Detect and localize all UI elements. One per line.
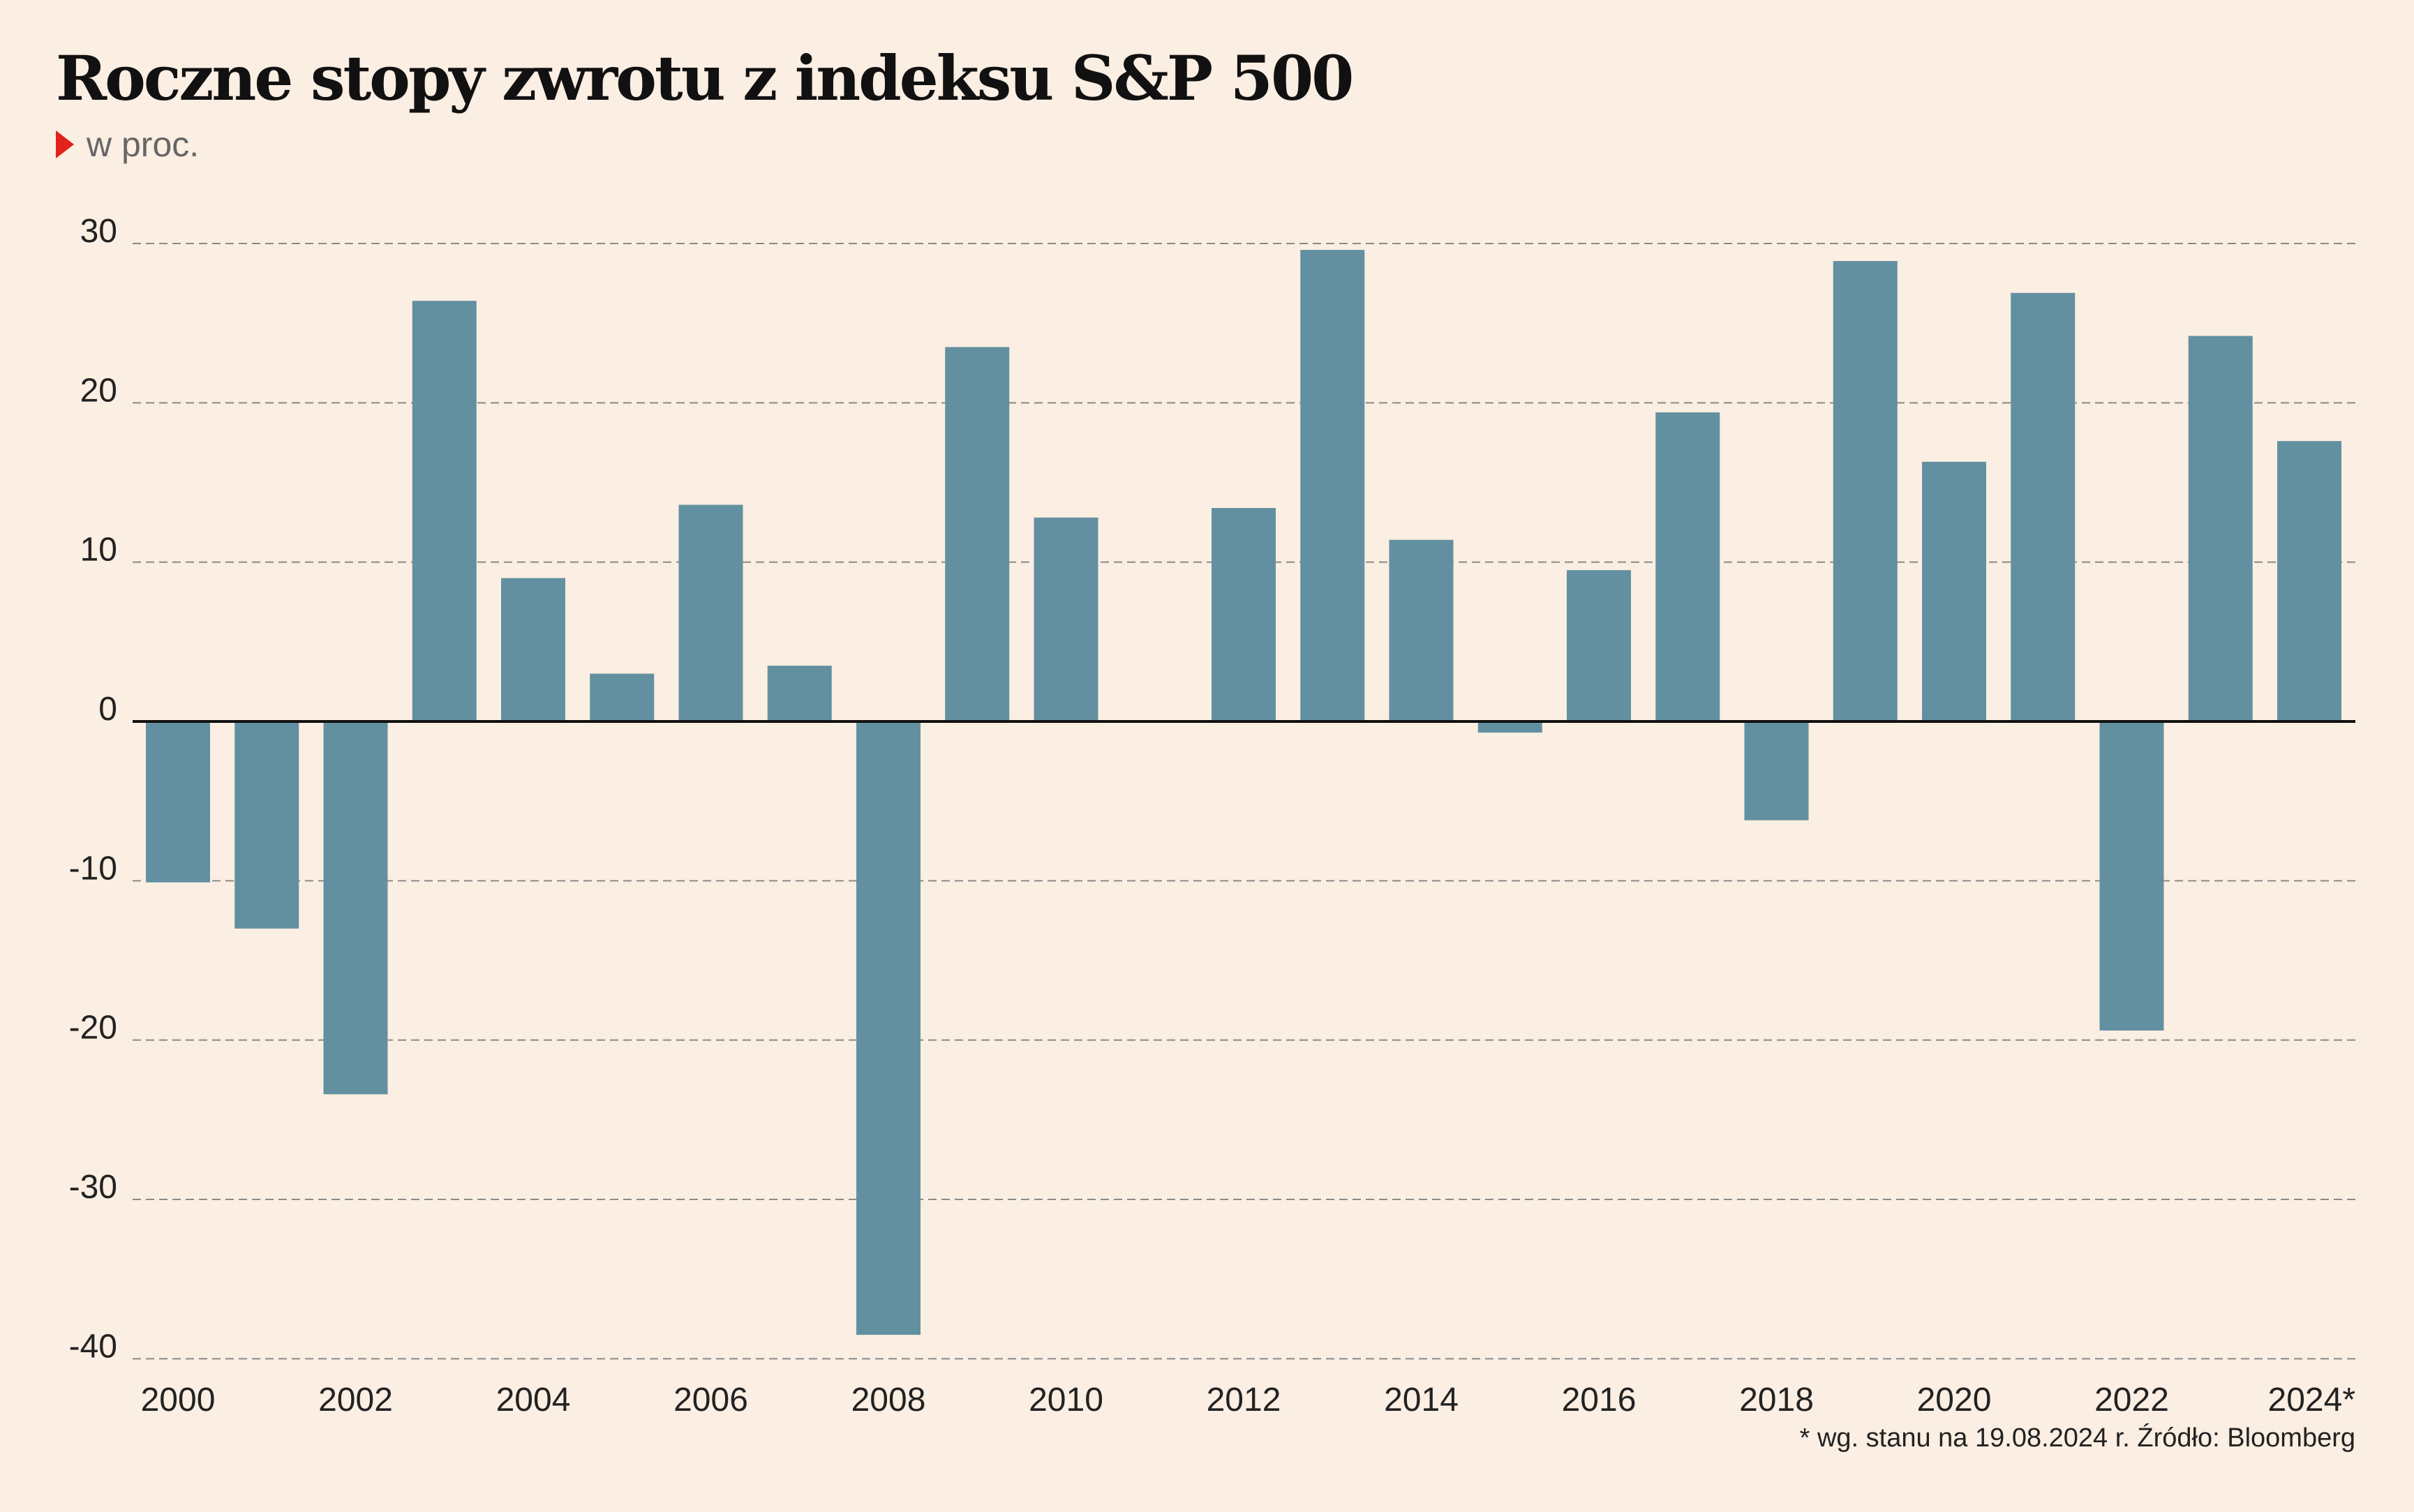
y-tick-label: -40 (69, 1328, 117, 1365)
x-tick-label: 2004 (496, 1382, 571, 1419)
x-tick-label: 2018 (1739, 1382, 1814, 1419)
bars (146, 250, 2341, 1335)
bar-2021 (2011, 292, 2076, 721)
source-footnote: * wg. stanu na 19.08.2024 r. Źródło: Blo… (1799, 1423, 2355, 1453)
x-axis-tick-labels: 2000 2002 2004 2006 2008 2010 2012 2014 2016 2018… (141, 1382, 2355, 1419)
bar-2015 (1477, 721, 1542, 733)
y-tick-label: -20 (69, 1010, 117, 1047)
y-tick-label: 0 (98, 691, 117, 728)
bar-2005 (590, 673, 655, 721)
bar-2013 (1300, 250, 1365, 722)
y-tick-label: -10 (69, 850, 117, 887)
chart-title: Roczne stopy zwrotu z indeksu S&P 500 (56, 42, 1354, 114)
bar-2019 (1833, 261, 1898, 721)
x-tick-label: 2010 (1029, 1382, 1103, 1419)
bar-2024 (2277, 441, 2341, 721)
bar-2010 (1034, 517, 1098, 721)
x-tick-label: 2012 (1207, 1382, 1281, 1419)
bar-2023 (2188, 336, 2253, 721)
bar-2016 (1567, 570, 1631, 721)
x-tick-label: 2014 (1384, 1382, 1459, 1419)
y-tick-label: 10 (80, 532, 117, 569)
bar-2006 (678, 504, 743, 721)
bar-2014 (1389, 539, 1454, 721)
bar-2009 (945, 347, 1010, 722)
x-tick-label: 2000 (141, 1382, 216, 1419)
chart-subtitle: w proc. (56, 124, 199, 165)
y-axis-tick-labels: 30 20 10 0 -10 -20 -30 -40 (69, 213, 117, 1365)
bar-2008 (856, 721, 921, 1335)
bar-2000 (146, 721, 210, 883)
bar-2003 (412, 301, 477, 721)
bar-2004 (501, 578, 565, 721)
unit-label: w proc. (87, 125, 200, 164)
x-tick-label: 2006 (673, 1382, 748, 1419)
y-tick-label: -30 (69, 1169, 117, 1206)
bar-2007 (767, 666, 832, 721)
bar-2002 (323, 721, 388, 1095)
y-tick-label: 20 (80, 372, 117, 409)
bar-2001 (234, 721, 299, 929)
x-tick-label: 2008 (851, 1382, 926, 1419)
x-tick-label: 2016 (1562, 1382, 1637, 1419)
x-tick-label: 2024* (2268, 1382, 2355, 1419)
x-tick-label: 2020 (1917, 1382, 1992, 1419)
bar-2012 (1212, 508, 1276, 721)
x-tick-label: 2002 (318, 1382, 393, 1419)
bar-2017 (1655, 412, 1720, 721)
bar-2020 (1922, 461, 1986, 721)
y-tick-label: 30 (80, 213, 117, 250)
red-triangle-icon (56, 130, 74, 158)
bar-2018 (1744, 721, 1809, 821)
bar-2022 (2099, 721, 2164, 1031)
x-tick-label: 2022 (2094, 1382, 2169, 1419)
